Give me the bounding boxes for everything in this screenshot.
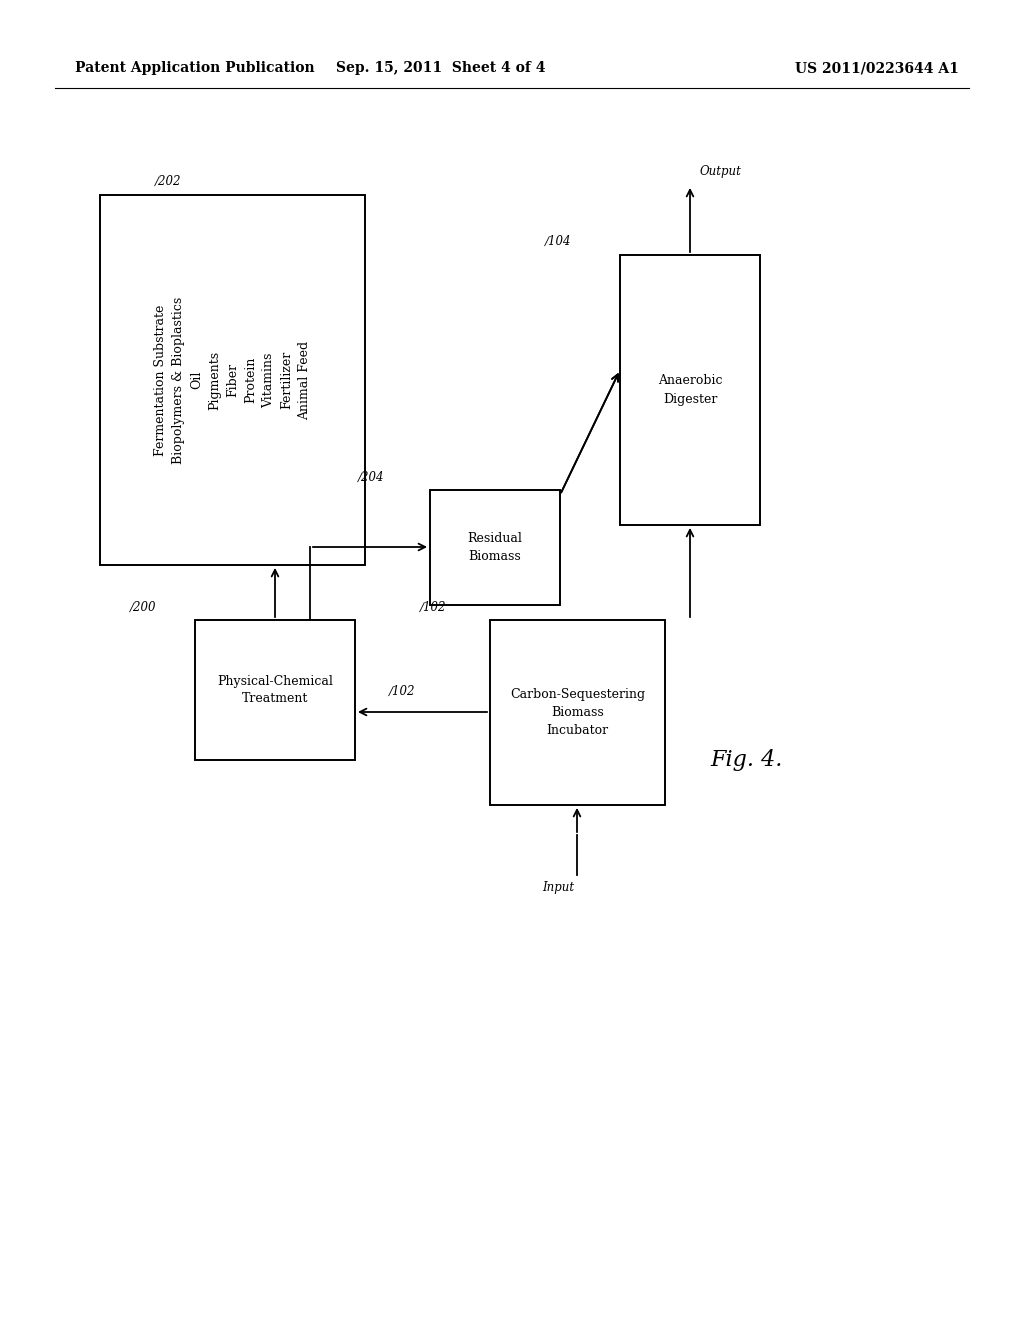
Bar [195, 620, 355, 760]
Bar [620, 255, 760, 525]
Text: ∕104: ∕104 [545, 235, 571, 248]
Text: US 2011/0223644 A1: US 2011/0223644 A1 [795, 61, 959, 75]
Text: Physical-Chemical
Treatment: Physical-Chemical Treatment [217, 675, 333, 705]
Text: Residual
Biomass: Residual Biomass [468, 532, 522, 564]
Text: Patent Application Publication: Patent Application Publication [75, 61, 314, 75]
Bar [100, 195, 365, 565]
Text: Output: Output [700, 165, 741, 178]
Text: ∕102: ∕102 [388, 685, 415, 698]
Text: Fermentation Substrate
Biopolymers & Bioplastics
Oil
Pigments
Fiber
Protein
Vita: Fermentation Substrate Biopolymers & Bio… [154, 297, 311, 463]
Bar [490, 620, 665, 805]
Text: ∕204: ∕204 [358, 471, 384, 484]
Text: Input: Input [542, 882, 574, 895]
Text: Sep. 15, 2011  Sheet 4 of 4: Sep. 15, 2011 Sheet 4 of 4 [336, 61, 545, 75]
Text: ∕200: ∕200 [130, 601, 157, 614]
Text: ∕202: ∕202 [155, 176, 181, 187]
Text: Carbon-Sequestering
Biomass
Incubator: Carbon-Sequestering Biomass Incubator [510, 688, 645, 737]
Bar [430, 490, 560, 605]
Text: Fig. 4.: Fig. 4. [710, 748, 782, 771]
Text: Anaerobic
Digester: Anaerobic Digester [657, 375, 722, 405]
Text: ∕102: ∕102 [420, 601, 446, 614]
